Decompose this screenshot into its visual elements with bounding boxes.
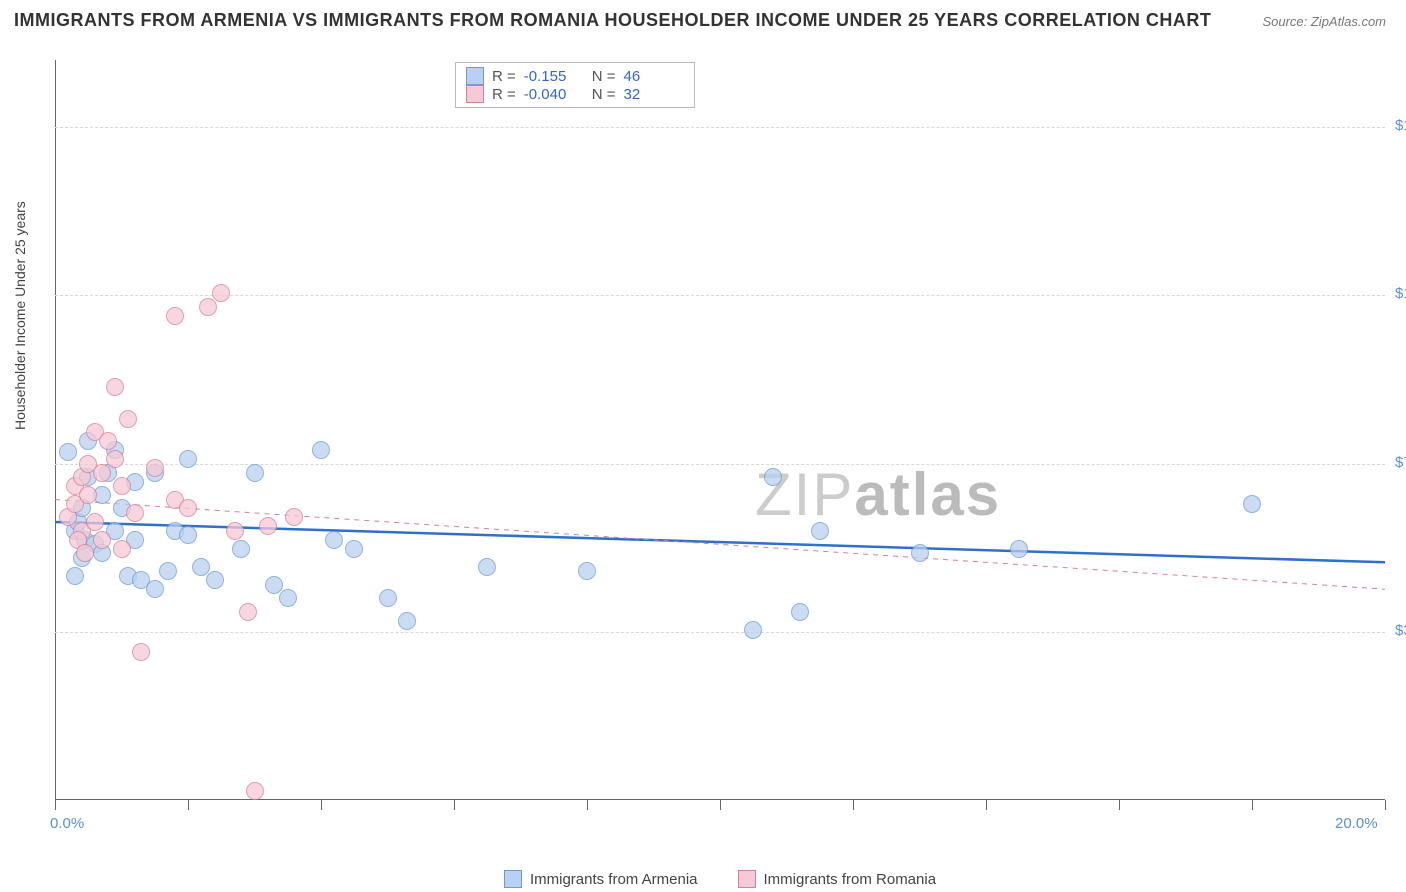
x-tick <box>720 800 721 810</box>
scatter-point <box>246 782 264 800</box>
y-axis <box>55 60 56 800</box>
x-tick <box>321 800 322 810</box>
n-label: N = <box>592 68 616 85</box>
source-attribution: Source: ZipAtlas.com <box>1262 14 1386 29</box>
scatter-point <box>146 580 164 598</box>
x-tick <box>55 800 56 810</box>
trend-line <box>55 500 1385 590</box>
scatter-point <box>246 464 264 482</box>
series-swatch <box>466 85 484 103</box>
x-tick <box>1119 800 1120 810</box>
gridline <box>55 295 1385 296</box>
y-tick-label: $37,500 <box>1395 622 1406 639</box>
watermark-bold: atlas <box>854 461 1001 528</box>
r-label: R = <box>492 68 516 85</box>
scatter-point <box>179 450 197 468</box>
scatter-point <box>911 544 929 562</box>
legend-label: Immigrants from Romania <box>764 871 937 888</box>
scatter-point <box>59 443 77 461</box>
r-value: -0.040 <box>524 86 584 103</box>
x-tick <box>1385 800 1386 810</box>
legend-item: Immigrants from Romania <box>738 870 937 888</box>
x-tick-label: 0.0% <box>50 815 84 832</box>
x-tick <box>188 800 189 810</box>
y-axis-label: Householder Income Under 25 years <box>12 201 28 430</box>
scatter-point <box>232 540 250 558</box>
scatter-point <box>106 450 124 468</box>
scatter-point <box>744 621 762 639</box>
scatter-point <box>159 562 177 580</box>
scatter-point <box>93 464 111 482</box>
watermark: ZIPatlas <box>755 460 1001 529</box>
scatter-point <box>279 589 297 607</box>
x-tick <box>986 800 987 810</box>
legend-swatch <box>738 870 756 888</box>
legend-swatch <box>504 870 522 888</box>
scatter-point <box>239 603 257 621</box>
scatter-point <box>226 522 244 540</box>
y-tick-label: $112,500 <box>1395 285 1406 302</box>
scatter-point <box>398 612 416 630</box>
scatter-point <box>478 558 496 576</box>
scatter-point <box>93 531 111 549</box>
scatter-point <box>106 378 124 396</box>
trend-lines <box>55 60 1385 800</box>
x-tick <box>853 800 854 810</box>
stat-row: R = -0.040 N = 32 <box>466 85 684 103</box>
scatter-point <box>791 603 809 621</box>
scatter-point <box>79 486 97 504</box>
scatter-point <box>325 531 343 549</box>
scatter-point <box>113 540 131 558</box>
scatter-point <box>76 544 94 562</box>
plot-region: $37,500$75,000$112,500$150,0000.0%20.0% <box>55 60 1385 800</box>
scatter-point <box>764 468 782 486</box>
scatter-point <box>132 643 150 661</box>
scatter-point <box>99 432 117 450</box>
scatter-point <box>345 540 363 558</box>
x-tick <box>454 800 455 810</box>
legend-label: Immigrants from Armenia <box>530 871 698 888</box>
r-label: R = <box>492 86 516 103</box>
x-tick <box>1252 800 1253 810</box>
scatter-point <box>166 307 184 325</box>
scatter-point <box>86 513 104 531</box>
scatter-point <box>259 517 277 535</box>
y-tick-label: $75,000 <box>1395 454 1406 471</box>
scatter-point <box>146 459 164 477</box>
n-value: 32 <box>624 86 684 103</box>
scatter-point <box>578 562 596 580</box>
y-tick-label: $150,000 <box>1395 117 1406 134</box>
scatter-point <box>126 504 144 522</box>
chart-title: IMMIGRANTS FROM ARMENIA VS IMMIGRANTS FR… <box>14 10 1211 31</box>
scatter-point <box>119 410 137 428</box>
x-tick-label: 20.0% <box>1335 815 1378 832</box>
scatter-point <box>179 526 197 544</box>
r-value: -0.155 <box>524 68 584 85</box>
series-swatch <box>466 67 484 85</box>
legend: Immigrants from Armenia Immigrants from R… <box>55 870 1385 888</box>
stat-row: R = -0.155 N = 46 <box>466 67 684 85</box>
gridline <box>55 127 1385 128</box>
scatter-point <box>811 522 829 540</box>
chart-area: ZIPatlas $37,500$75,000$112,500$150,0000… <box>55 60 1385 800</box>
scatter-point <box>1243 495 1261 513</box>
n-value: 46 <box>624 68 684 85</box>
scatter-point <box>179 499 197 517</box>
scatter-point <box>66 567 84 585</box>
x-tick <box>587 800 588 810</box>
scatter-point <box>206 571 224 589</box>
trend-line <box>55 522 1385 562</box>
scatter-point <box>113 477 131 495</box>
scatter-point <box>379 589 397 607</box>
scatter-point <box>312 441 330 459</box>
scatter-point <box>199 298 217 316</box>
legend-item: Immigrants from Armenia <box>504 870 698 888</box>
scatter-point <box>1010 540 1028 558</box>
n-label: N = <box>592 86 616 103</box>
correlation-stats-box: R = -0.155 N = 46 R = -0.040 N = 32 <box>455 62 695 108</box>
scatter-point <box>285 508 303 526</box>
gridline <box>55 632 1385 633</box>
scatter-point <box>212 284 230 302</box>
